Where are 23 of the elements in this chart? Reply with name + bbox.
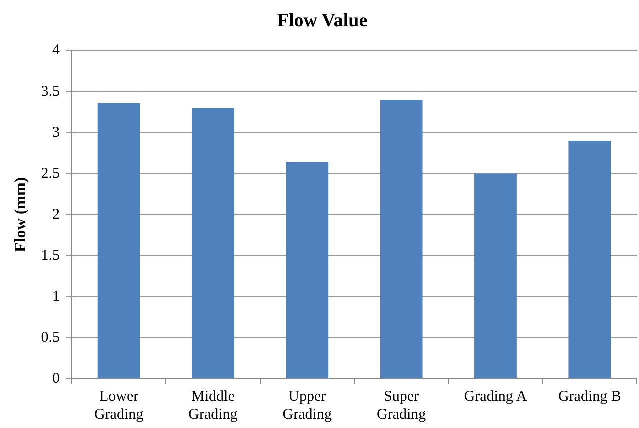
y-tick-label: 1.5 (41, 248, 60, 264)
y-tick-label: 2 (52, 206, 60, 223)
bar (568, 141, 612, 378)
y-tick-label: 4 (52, 42, 60, 59)
y-tick-label: 0 (52, 370, 60, 387)
bar (98, 103, 140, 378)
y-tick-label: 3.5 (41, 84, 60, 100)
bar (380, 100, 423, 378)
x-tick-label: Grading B (558, 388, 622, 405)
bar (286, 162, 329, 378)
bar (474, 174, 517, 378)
y-axis-title: Flow (mm) (12, 177, 30, 252)
x-tick-label: Upper Grading (282, 388, 332, 423)
y-tick-label: 0.5 (41, 330, 60, 346)
y-tick-label: 2.5 (41, 166, 60, 182)
y-tick-label: 3 (52, 124, 60, 141)
chart-title: Flow Value (277, 10, 368, 32)
x-tick-label: Lower Grading (94, 388, 144, 423)
y-tick-label: 1 (52, 288, 60, 305)
bar (192, 108, 234, 378)
x-tick-label: Super Grading (376, 388, 427, 423)
x-tick-label: Grading A (464, 388, 528, 405)
x-tick-label: Middle Grading (188, 388, 238, 423)
